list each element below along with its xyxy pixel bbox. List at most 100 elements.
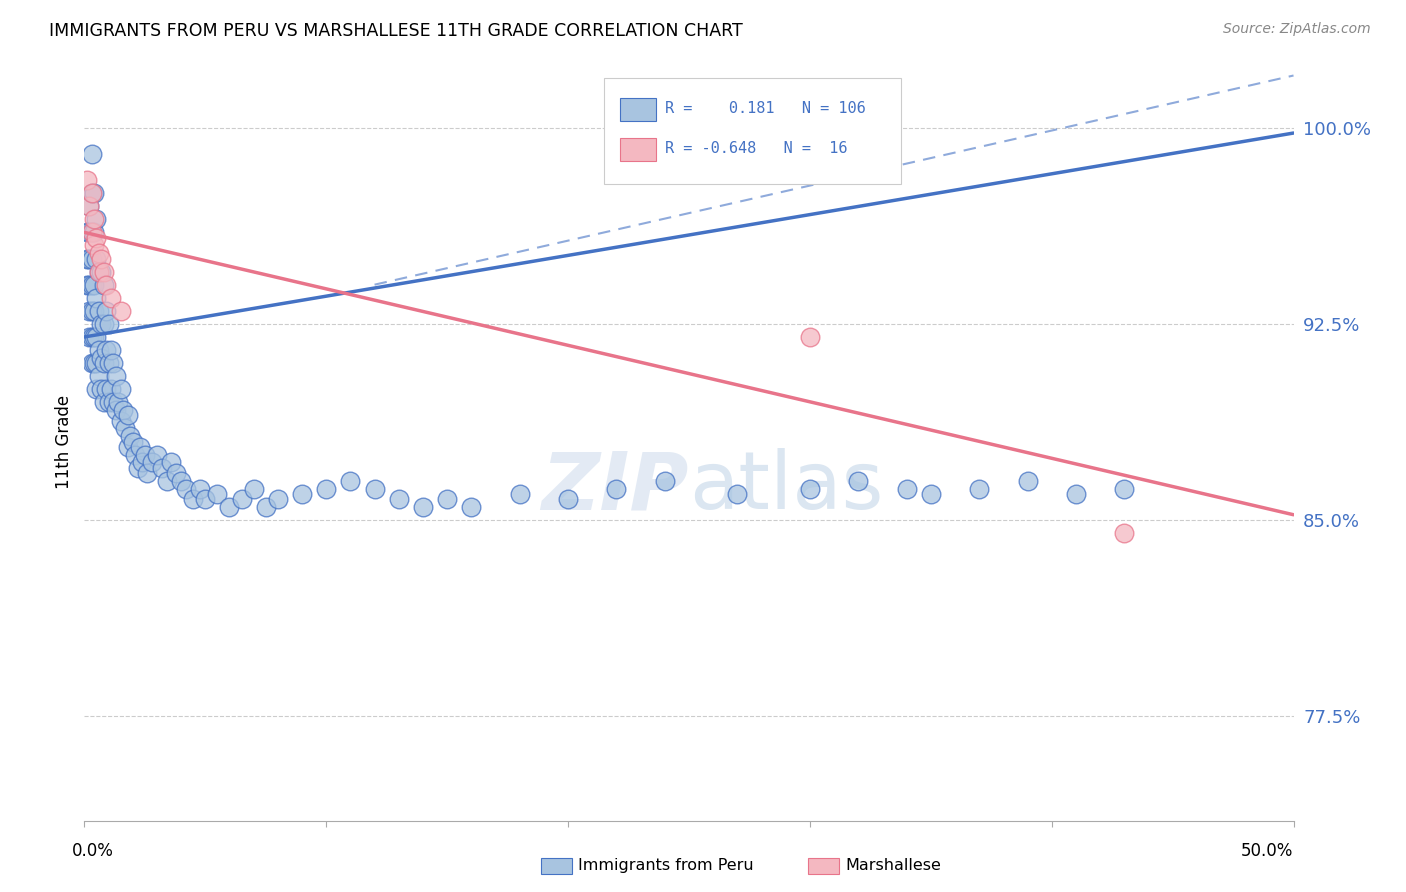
Point bbox=[76, 173, 98, 187]
Point bbox=[170, 474, 193, 488]
Point bbox=[131, 455, 153, 469]
Bar bbox=[620, 138, 657, 161]
Point bbox=[83, 303, 105, 318]
Point bbox=[83, 277, 105, 292]
Point bbox=[100, 291, 122, 305]
Point bbox=[315, 482, 337, 496]
Point bbox=[90, 252, 112, 266]
Point bbox=[412, 500, 434, 514]
Text: Immigrants from Peru: Immigrants from Peru bbox=[578, 858, 754, 872]
Point bbox=[100, 343, 122, 357]
Point bbox=[107, 395, 129, 409]
Point bbox=[141, 455, 163, 469]
Text: 50.0%: 50.0% bbox=[1241, 841, 1294, 860]
Point bbox=[104, 369, 127, 384]
Point bbox=[120, 429, 142, 443]
Point bbox=[86, 291, 108, 305]
Point bbox=[896, 482, 918, 496]
Point bbox=[967, 482, 990, 496]
Point bbox=[114, 421, 136, 435]
Point bbox=[799, 330, 821, 344]
Point bbox=[121, 434, 143, 449]
Point bbox=[117, 440, 139, 454]
Point bbox=[100, 382, 122, 396]
Point bbox=[90, 351, 112, 365]
FancyBboxPatch shape bbox=[605, 78, 901, 184]
Point bbox=[181, 491, 204, 506]
Point bbox=[90, 382, 112, 396]
Point bbox=[94, 382, 117, 396]
Point bbox=[103, 395, 125, 409]
Point bbox=[846, 474, 869, 488]
Point bbox=[83, 356, 105, 370]
Point bbox=[129, 440, 152, 454]
Point bbox=[160, 455, 183, 469]
Point bbox=[165, 466, 187, 480]
Point bbox=[86, 330, 108, 344]
Point bbox=[112, 403, 135, 417]
Point bbox=[104, 403, 127, 417]
Point bbox=[605, 482, 627, 496]
Point bbox=[174, 482, 197, 496]
Point bbox=[86, 382, 108, 396]
Point bbox=[86, 356, 108, 370]
Point bbox=[146, 448, 169, 462]
Point bbox=[93, 264, 115, 278]
Point bbox=[254, 500, 277, 514]
Point bbox=[83, 330, 105, 344]
Point bbox=[93, 356, 115, 370]
Text: R =    0.181   N = 106: R = 0.181 N = 106 bbox=[665, 101, 866, 116]
Point bbox=[86, 212, 108, 227]
Point bbox=[725, 487, 748, 501]
Point bbox=[194, 491, 217, 506]
Point bbox=[110, 414, 132, 428]
Point bbox=[103, 356, 125, 370]
Point bbox=[80, 277, 103, 292]
Point bbox=[799, 482, 821, 496]
Point bbox=[1114, 482, 1136, 496]
Point bbox=[124, 448, 146, 462]
Point bbox=[77, 199, 100, 213]
Point bbox=[80, 226, 103, 240]
Point bbox=[150, 460, 173, 475]
Point bbox=[83, 186, 105, 201]
Point bbox=[77, 226, 100, 240]
Y-axis label: 11th Grade: 11th Grade bbox=[55, 394, 73, 489]
Point bbox=[90, 317, 112, 331]
Point bbox=[76, 252, 98, 266]
Point bbox=[87, 343, 110, 357]
Text: R = -0.648   N =  16: R = -0.648 N = 16 bbox=[665, 141, 848, 156]
Point bbox=[80, 330, 103, 344]
Point bbox=[97, 317, 120, 331]
Point bbox=[1064, 487, 1087, 501]
Point bbox=[1114, 526, 1136, 541]
Point bbox=[80, 186, 103, 201]
Point bbox=[80, 147, 103, 161]
Point bbox=[110, 303, 132, 318]
Point bbox=[127, 460, 149, 475]
Point bbox=[77, 199, 100, 213]
Point bbox=[460, 500, 482, 514]
Text: atlas: atlas bbox=[689, 448, 883, 526]
Point bbox=[190, 482, 212, 496]
Point bbox=[117, 409, 139, 423]
Point bbox=[94, 343, 117, 357]
Point bbox=[83, 212, 105, 227]
Point bbox=[83, 226, 105, 240]
Text: ZIP: ZIP bbox=[541, 448, 689, 526]
Point bbox=[90, 264, 112, 278]
Point bbox=[86, 252, 108, 266]
Point bbox=[339, 474, 361, 488]
Point bbox=[1017, 474, 1039, 488]
Point bbox=[97, 395, 120, 409]
Text: Source: ZipAtlas.com: Source: ZipAtlas.com bbox=[1223, 22, 1371, 37]
Point bbox=[110, 382, 132, 396]
Point bbox=[509, 487, 531, 501]
Point bbox=[76, 277, 98, 292]
Point bbox=[920, 487, 942, 501]
Point bbox=[93, 395, 115, 409]
Point bbox=[557, 491, 579, 506]
Point bbox=[267, 491, 290, 506]
Point bbox=[93, 317, 115, 331]
Point bbox=[155, 474, 177, 488]
